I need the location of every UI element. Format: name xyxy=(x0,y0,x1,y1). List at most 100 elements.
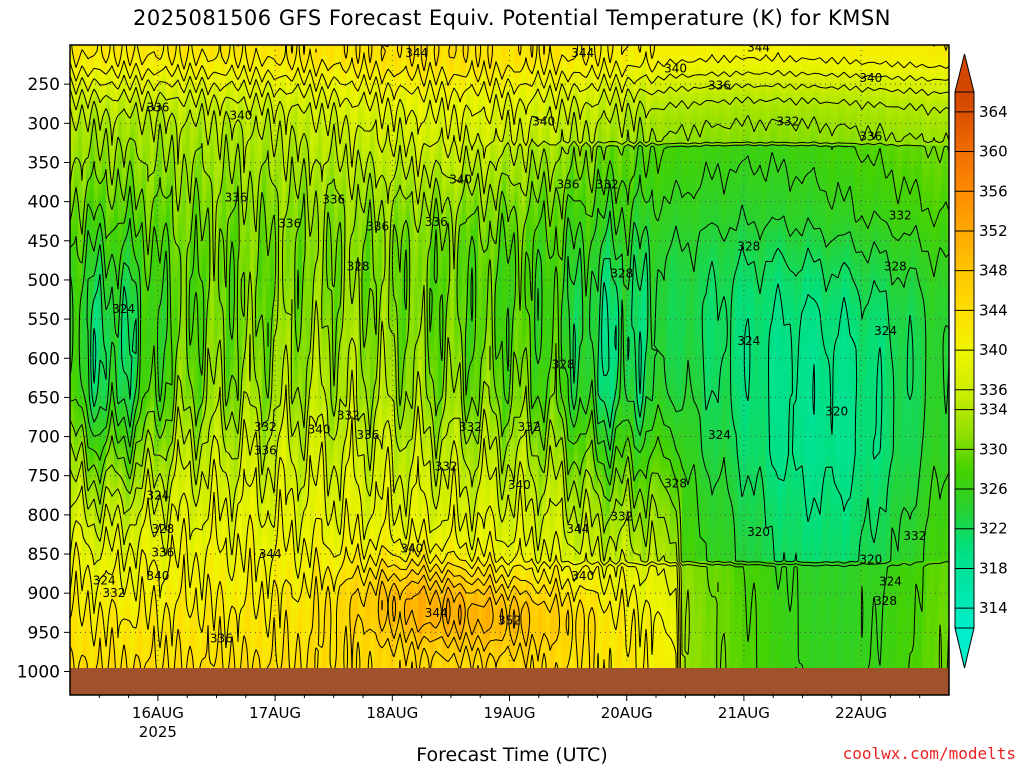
colorbar-cell xyxy=(955,126,974,133)
contour-label: 324 xyxy=(737,334,760,348)
colorbar-cell xyxy=(955,454,974,460)
contour-label: 328 xyxy=(874,594,897,608)
y-tick-label: 900 xyxy=(28,584,60,604)
contour-332 xyxy=(70,115,949,695)
colorbar-cell xyxy=(955,404,974,411)
contour-label: 324 xyxy=(146,488,169,502)
x-tick-label: 21AUG xyxy=(718,704,770,722)
colorbar-cell xyxy=(955,92,974,98)
contour-label: 324 xyxy=(879,574,902,588)
contour-label: 344 xyxy=(566,522,589,536)
contour-336 xyxy=(70,82,949,695)
contour-label: 340 xyxy=(664,61,687,75)
contour-lines xyxy=(70,45,949,695)
contour-label: 336 xyxy=(356,428,379,442)
contour-label: 344 xyxy=(425,606,448,620)
colorbar-cell xyxy=(955,300,974,307)
colorbar-cell xyxy=(955,603,974,609)
colorbar-label: 326 xyxy=(979,480,1008,498)
colorbar-cell xyxy=(955,330,974,336)
colorbar-cell xyxy=(955,489,974,495)
colorbar-cell xyxy=(955,96,974,103)
colorbar-cell xyxy=(955,315,974,321)
colorbar-cell xyxy=(955,171,974,177)
contour-label: 336 xyxy=(859,130,882,144)
chart-title: 2025081506 GFS Forecast Equiv. Potential… xyxy=(0,6,1024,30)
contour-label: 336 xyxy=(557,177,580,191)
contour-label: 320 xyxy=(825,405,848,419)
colorbar-label: 318 xyxy=(979,559,1008,577)
colorbar-cell xyxy=(955,444,974,450)
colorbar-cell xyxy=(955,290,974,297)
colorbar-label: 340 xyxy=(979,341,1008,359)
colorbar-cell xyxy=(955,235,974,242)
y-tick-label: 500 xyxy=(28,271,60,291)
colorbar-label: 364 xyxy=(979,103,1008,121)
contour-label: 340 xyxy=(229,108,252,122)
x-tick-label: 20AUG xyxy=(601,704,653,722)
contour-label: 328 xyxy=(347,260,370,274)
x-axis-label: Forecast Time (UTC) xyxy=(0,744,1024,766)
contour-label: 332 xyxy=(254,420,277,434)
colorbar-cell xyxy=(955,578,974,584)
colorbar-cell xyxy=(955,518,974,525)
contour-340 xyxy=(70,51,949,695)
colorbar-cell xyxy=(955,151,974,158)
colorbar-cell xyxy=(955,613,974,619)
contour-label: 336 xyxy=(366,220,389,234)
contour-label: 340 xyxy=(400,542,423,556)
colorbar-cell xyxy=(955,201,974,207)
contour-label: 340 xyxy=(308,423,331,437)
colorbar-cell xyxy=(955,116,974,123)
colorbar-cell xyxy=(955,161,974,168)
colorbar-cell xyxy=(955,618,974,624)
colorbar-cell xyxy=(955,623,974,629)
x-tick-label: 18AUG xyxy=(366,704,418,722)
contour-label: 336 xyxy=(151,545,174,559)
contour-label: 344 xyxy=(747,40,770,54)
contour-label: 340 xyxy=(508,478,531,492)
colorbar-cell xyxy=(955,513,974,520)
y-tick-label: 250 xyxy=(28,75,60,95)
colorbar-cell xyxy=(955,469,974,475)
colorbar-cell xyxy=(955,216,974,222)
colorbar-cell xyxy=(955,250,974,257)
colorbar-cell xyxy=(955,121,974,128)
colorbar-cell xyxy=(955,211,974,217)
colorbar-cell xyxy=(955,439,974,445)
contour-label: 352 xyxy=(498,614,521,628)
colorbar-cell xyxy=(955,394,974,401)
x-tick-label: 22AUG xyxy=(835,704,887,722)
colorbar-cell xyxy=(955,181,974,187)
contour-320 xyxy=(92,281,883,523)
colorbar-cell xyxy=(955,111,974,118)
colorbar-cell xyxy=(955,305,974,311)
colorbar-cell xyxy=(955,508,974,515)
contour-labels: 336 340 344 344 340 336 340 344 340 332 336 340 336 3… xyxy=(93,40,927,646)
colorbar-cell xyxy=(955,310,974,316)
colorbar-cell xyxy=(955,409,974,416)
colorbar-cell xyxy=(955,464,974,470)
colorbar-cell xyxy=(955,136,974,143)
contour-324 xyxy=(86,204,949,568)
contour-label: 328 xyxy=(610,267,633,281)
y-tick-label: 850 xyxy=(28,545,60,565)
contour-350 xyxy=(381,585,516,640)
contour-label: 328 xyxy=(884,260,907,274)
colorbar-cell xyxy=(955,101,974,108)
colorbar-cell xyxy=(955,553,974,560)
colorbar-cell xyxy=(955,384,974,391)
colorbar-label: 360 xyxy=(979,143,1008,161)
colorbar-label: 348 xyxy=(979,262,1008,280)
y-tick-label: 800 xyxy=(28,506,60,526)
credit-link[interactable]: coolwx.com/modelts xyxy=(843,744,1016,763)
colorbar-cell xyxy=(955,379,974,386)
contour-338 xyxy=(70,69,949,695)
contour-label: 332 xyxy=(518,420,541,434)
colorbar-cell xyxy=(955,240,974,247)
contour-label: 336 xyxy=(708,79,731,93)
contour-label: 332 xyxy=(610,509,633,523)
contour-label: 328 xyxy=(737,239,760,253)
x-tick-label: 16AUG xyxy=(132,704,184,722)
